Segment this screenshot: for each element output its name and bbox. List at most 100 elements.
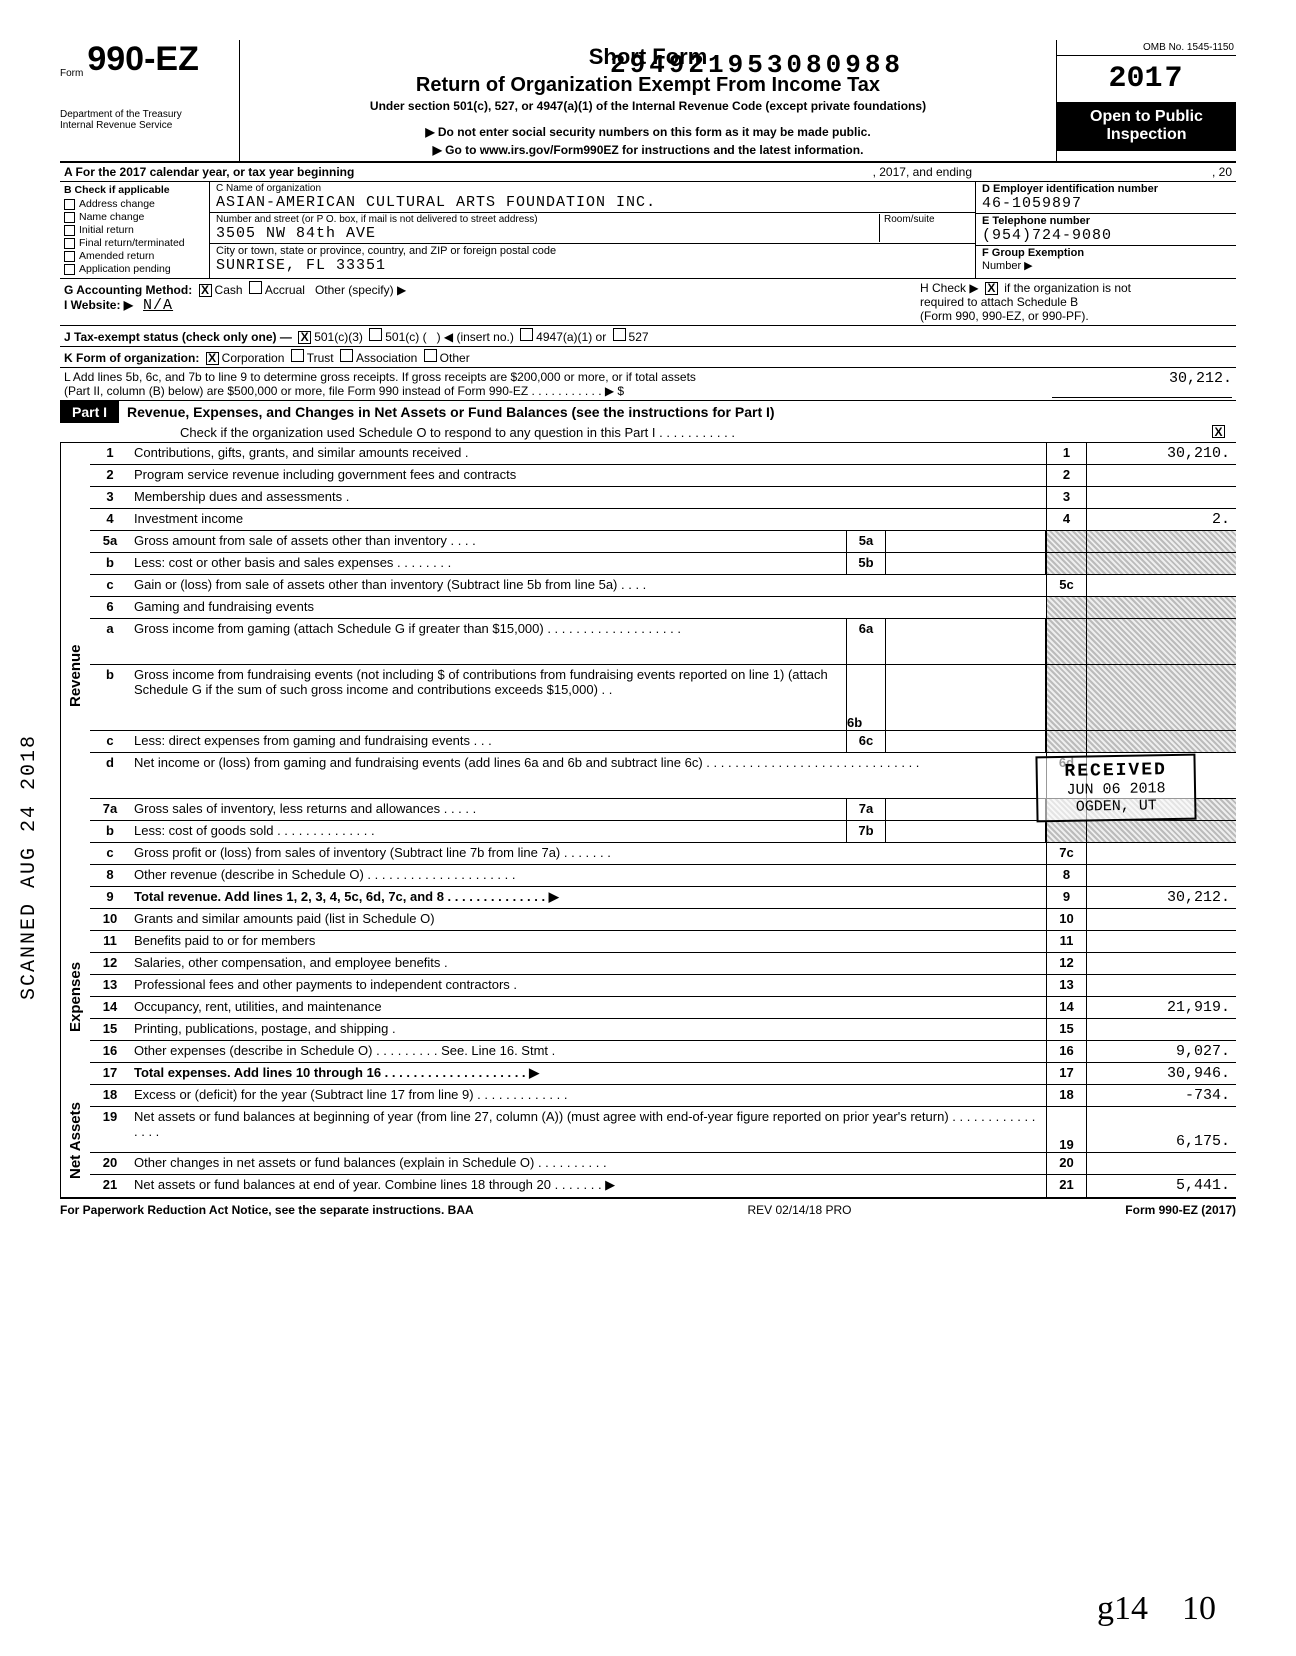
l6b-rv xyxy=(1086,665,1236,730)
chk-schedule-b-not-required[interactable]: X xyxy=(985,282,998,295)
l5a-mv xyxy=(886,531,1046,552)
phone-cell: E Telephone number (954)724-9080 xyxy=(976,214,1236,246)
l5b-rn xyxy=(1046,553,1086,574)
l12-rv xyxy=(1086,953,1236,974)
l3-desc: Membership dues and assessments . xyxy=(130,487,1046,508)
l6b-mv xyxy=(886,665,1046,730)
chk-association[interactable] xyxy=(340,349,353,362)
l7b-rn xyxy=(1046,821,1086,842)
chk-address-change[interactable] xyxy=(64,199,75,210)
l16-rv: 9,027. xyxy=(1086,1041,1236,1062)
l2-rn: 2 xyxy=(1046,465,1086,486)
l7c-desc: Gross profit or (loss) from sales of inv… xyxy=(130,843,1046,864)
dept-treasury: Department of the Treasury Internal Reve… xyxy=(60,109,239,131)
lbl-other-method: Other (specify) ▶ xyxy=(315,283,406,297)
vtab-expenses: Expenses xyxy=(60,909,90,1085)
group-exemption-number: Number ▶ xyxy=(982,259,1230,272)
chk-4947a1[interactable] xyxy=(520,328,533,341)
lbl-initial-return: Initial return xyxy=(79,224,134,236)
lbl-4947a1: 4947(a)(1) or xyxy=(536,330,606,344)
chk-corporation[interactable]: X xyxy=(206,352,219,365)
year-suffix: 17 xyxy=(1145,62,1185,96)
l10-desc: Grants and similar amounts paid (list in… xyxy=(130,909,1046,930)
lbl-527: 527 xyxy=(629,330,649,344)
chk-application-pending[interactable] xyxy=(64,264,75,275)
l20-no: 20 xyxy=(90,1153,130,1174)
l4-rv: 2. xyxy=(1086,509,1236,530)
l5b-mv xyxy=(886,553,1046,574)
part1-check-text: Check if the organization used Schedule … xyxy=(180,425,1209,440)
row-j: J Tax-exempt status (check only one) — X… xyxy=(60,326,1236,347)
l5a-rn xyxy=(1046,531,1086,552)
l6-rv xyxy=(1086,597,1236,618)
year-prefix: 20 xyxy=(1108,62,1144,96)
lbl-501c: 501(c) ( xyxy=(385,330,426,344)
l8-desc: Other revenue (describe in Schedule O) .… xyxy=(130,865,1046,886)
ein-cell: D Employer identification number 46-1059… xyxy=(976,182,1236,214)
chk-501c3[interactable]: X xyxy=(298,331,311,344)
city-label: City or town, state or province, country… xyxy=(216,245,969,257)
chk-527[interactable] xyxy=(613,328,626,341)
chk-accrual[interactable] xyxy=(249,281,262,294)
l7a-mv xyxy=(886,799,1046,820)
l8-rv xyxy=(1086,865,1236,886)
lbl-name-change: Name change xyxy=(79,211,144,223)
received-stamp: RECEIVED JUN 06 2018 OGDEN, UT xyxy=(1035,754,1196,823)
chk-trust[interactable] xyxy=(291,349,304,362)
part1-bar: Part I Revenue, Expenses, and Changes in… xyxy=(60,401,1236,423)
under-section: Under section 501(c), 527, or 4947(a)(1)… xyxy=(260,99,1036,113)
l2-desc: Program service revenue including govern… xyxy=(130,465,1046,486)
l18-rv: -734. xyxy=(1086,1085,1236,1106)
ein-value: 46-1059897 xyxy=(982,195,1230,212)
open-to-public: Open to Public Inspection xyxy=(1057,102,1236,151)
chk-schedule-o-part1[interactable]: X xyxy=(1212,425,1225,438)
l12-no: 12 xyxy=(90,953,130,974)
open-line2: Inspection xyxy=(1059,126,1234,144)
row-a-left: A For the 2017 calendar year, or tax yea… xyxy=(60,163,756,181)
lbl-other-org: Other xyxy=(440,351,470,365)
page-footer: For Paperwork Reduction Act Notice, see … xyxy=(60,1199,1236,1217)
org-name-label: C Name of organization xyxy=(216,183,969,194)
footer-right: Form 990-EZ (2017) xyxy=(1125,1203,1236,1217)
l6b-mn: 6b xyxy=(846,665,886,730)
revenue-grid: Revenue 1Contributions, gifts, grants, a… xyxy=(60,442,1236,909)
l20-rn: 20 xyxy=(1046,1153,1086,1174)
chk-final-return[interactable] xyxy=(64,238,75,249)
form-of-org-label: K Form of organization: xyxy=(64,351,199,365)
group-exemption-cell: F Group Exemption Number ▶ xyxy=(976,246,1236,273)
l6c-desc: Less: direct expenses from gaming and fu… xyxy=(130,731,846,752)
l21-no: 21 xyxy=(90,1175,130,1197)
vtab-net-assets: Net Assets xyxy=(60,1085,90,1197)
h-text3: required to attach Schedule B xyxy=(920,295,1078,309)
l18-no: 18 xyxy=(90,1085,130,1106)
form-prefix: Form xyxy=(60,68,83,79)
l12-rn: 12 xyxy=(1046,953,1086,974)
chk-501c[interactable] xyxy=(369,328,382,341)
l6a-mn: 6a xyxy=(846,619,886,664)
l6a-mv xyxy=(886,619,1046,664)
l10-no: 10 xyxy=(90,909,130,930)
row-g: G Accounting Method: XCash Accrual Other… xyxy=(60,279,916,325)
l16-no: 16 xyxy=(90,1041,130,1062)
row-l: L Add lines 5b, 6c, and 7b to line 9 to … xyxy=(60,368,1236,401)
l5c-no: c xyxy=(90,575,130,596)
l19-desc: Net assets or fund balances at beginning… xyxy=(130,1107,1046,1152)
chk-name-change[interactable] xyxy=(64,212,75,223)
l18-desc: Excess or (deficit) for the year (Subtra… xyxy=(130,1085,1046,1106)
tax-exempt-label: J Tax-exempt status (check only one) — xyxy=(64,330,292,344)
handwrite-b: 10 xyxy=(1182,1590,1216,1627)
l15-no: 15 xyxy=(90,1019,130,1040)
part1-label: Part I xyxy=(60,401,119,423)
row-a: A For the 2017 calendar year, or tax yea… xyxy=(60,163,1236,182)
l16-desc: Other expenses (describe in Schedule O) … xyxy=(130,1041,1046,1062)
l6-no: 6 xyxy=(90,597,130,618)
do-not-enter-ssn: ▶ Do not enter social security numbers o… xyxy=(260,125,1036,139)
row-h: H Check ▶ X if the organization is not r… xyxy=(916,279,1236,325)
chk-amended-return[interactable] xyxy=(64,251,75,262)
chk-other-org[interactable] xyxy=(424,349,437,362)
chk-cash[interactable]: X xyxy=(199,284,212,297)
l5a-desc: Gross amount from sale of assets other t… xyxy=(130,531,846,552)
l9-desc: Total revenue. Add lines 1, 2, 3, 4, 5c,… xyxy=(130,887,1046,908)
chk-initial-return[interactable] xyxy=(64,225,75,236)
l6b-rn xyxy=(1046,665,1086,730)
